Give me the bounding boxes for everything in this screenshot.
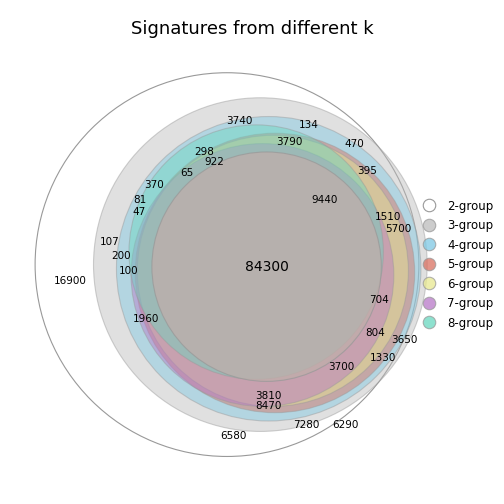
Text: 922: 922 [205,157,224,167]
Circle shape [137,135,408,406]
Text: 298: 298 [194,147,214,157]
Text: 134: 134 [298,120,318,130]
Text: 3810: 3810 [256,391,282,401]
Circle shape [152,152,382,382]
Text: 100: 100 [119,266,139,276]
Text: 1510: 1510 [374,212,401,222]
Circle shape [116,116,421,421]
Text: 804: 804 [365,329,385,338]
Text: 84300: 84300 [244,260,288,274]
Text: 81: 81 [133,195,146,205]
Text: 395: 395 [357,166,376,176]
Text: 8470: 8470 [256,401,282,411]
Circle shape [131,144,394,406]
Text: 1330: 1330 [370,353,397,363]
Text: 370: 370 [144,180,164,191]
Text: 3740: 3740 [226,116,253,125]
Text: 107: 107 [100,237,120,246]
Text: 7280: 7280 [293,420,320,430]
Text: 3700: 3700 [329,362,355,372]
Text: 3650: 3650 [391,335,417,345]
Legend: 2-group, 3-group, 4-group, 5-group, 6-group, 7-group, 8-group: 2-group, 3-group, 4-group, 5-group, 6-gr… [413,195,498,334]
Text: 6580: 6580 [220,430,246,440]
Text: 16900: 16900 [54,276,87,286]
Text: 5700: 5700 [385,224,411,234]
Circle shape [94,98,427,431]
Circle shape [129,125,384,380]
Circle shape [135,133,415,413]
Text: 65: 65 [181,168,194,178]
Text: 200: 200 [111,251,131,261]
Text: 9440: 9440 [312,195,338,205]
Text: 3790: 3790 [276,137,303,147]
Text: 470: 470 [344,139,364,149]
Text: 6290: 6290 [333,420,359,430]
Text: 47: 47 [133,208,146,217]
Title: Signatures from different k: Signatures from different k [131,20,373,38]
Text: 1960: 1960 [133,314,159,324]
Text: 704: 704 [369,295,389,305]
